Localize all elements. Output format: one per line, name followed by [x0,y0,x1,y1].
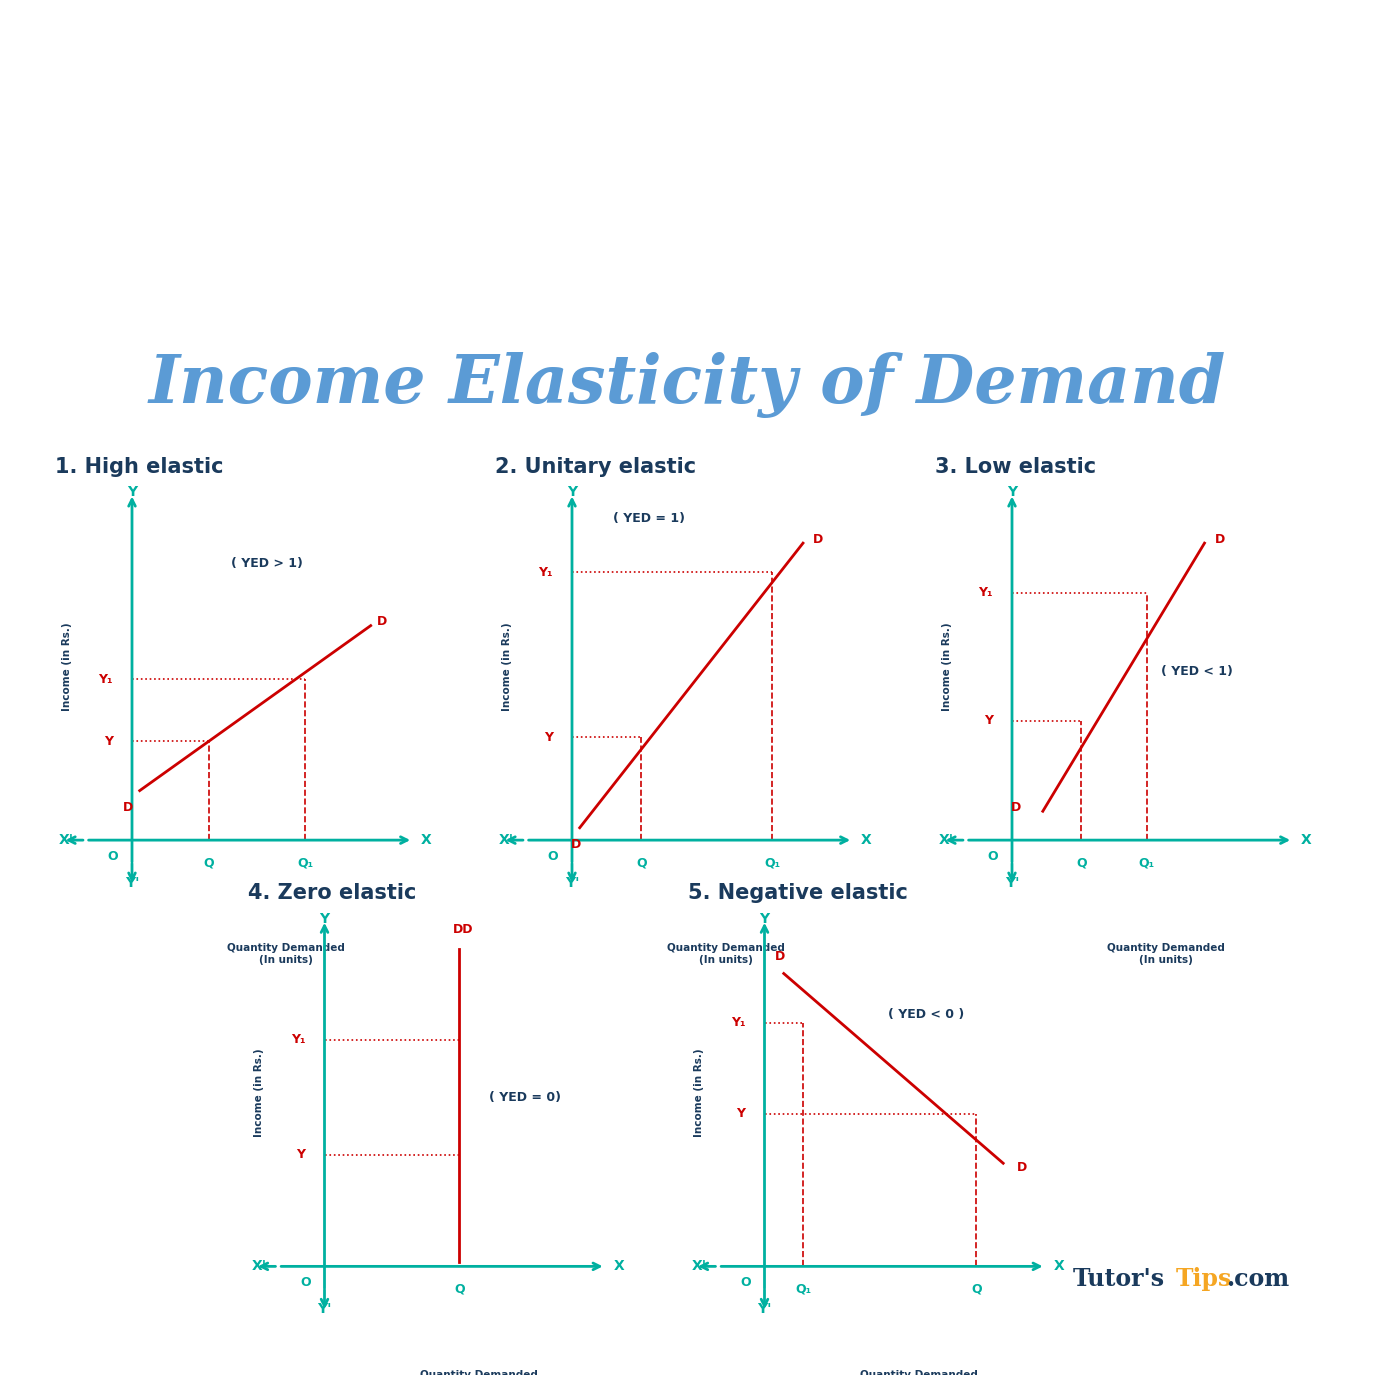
Text: X': X' [252,1260,267,1273]
Text: D: D [813,532,824,546]
Text: Y₁: Y₁ [730,1016,745,1030]
Text: Q: Q [204,857,214,869]
Text: 5. Negative elastic: 5. Negative elastic [688,883,908,903]
Text: X: X [1053,1260,1064,1273]
Text: Q: Q [637,857,646,869]
Text: D: D [571,837,582,851]
Text: Quantity Demanded
(In units): Quantity Demanded (In units) [859,1370,978,1375]
Text: X': X' [939,833,954,847]
Text: Q₁: Q₁ [795,1283,811,1295]
Text: Y: Y [566,485,578,499]
Text: .com: .com [1226,1266,1290,1291]
Text: Y: Y [103,734,113,748]
Text: Y: Y [1006,485,1018,499]
Text: D: D [122,800,133,814]
Text: X': X' [692,1260,707,1273]
Text: X: X [1301,833,1312,847]
Text: X: X [613,1260,624,1273]
Text: 3. Low elastic: 3. Low elastic [935,456,1096,477]
Text: Income (in Rs.): Income (in Rs.) [62,623,72,711]
Text: ( YED > 1): ( YED > 1) [231,557,302,571]
Text: Q: Q [1077,857,1086,869]
Text: ( YED = 0): ( YED = 0) [488,1090,561,1104]
Text: D: D [1018,1160,1027,1174]
Text: 4. Zero elastic: 4. Zero elastic [248,883,415,903]
Text: Quantity Demanded
(In units): Quantity Demanded (In units) [227,943,345,965]
Text: Y: Y [296,1148,305,1162]
Text: X: X [861,833,872,847]
Text: Y': Y' [318,1302,331,1316]
Text: Q: Q [454,1283,465,1295]
Text: O: O [300,1276,311,1290]
Text: Q₁: Q₁ [297,857,314,869]
Text: X': X' [499,833,514,847]
Text: X': X' [59,833,74,847]
Text: X: X [421,833,432,847]
Text: Quantity Demanded
(In units): Quantity Demanded (In units) [419,1370,538,1375]
Text: D: D [377,615,388,628]
Text: Tutor's: Tutor's [1072,1266,1165,1291]
Text: Y₁: Y₁ [98,672,113,686]
Text: Y₁: Y₁ [978,586,993,600]
Text: Y: Y [736,1107,745,1121]
Text: Income (in Rs.): Income (in Rs.) [502,623,512,711]
Text: Y: Y [543,730,553,744]
Text: Y: Y [983,714,993,727]
Text: O: O [107,850,118,864]
Text: Y': Y' [1005,876,1019,890]
Text: Income (in Rs.): Income (in Rs.) [254,1049,264,1137]
Text: Income Elasticity of Demand: Income Elasticity of Demand [148,352,1226,418]
Text: 2. Unitary elastic: 2. Unitary elastic [495,456,696,477]
Text: Y: Y [319,912,330,925]
Text: O: O [987,850,998,864]
Text: D: D [1011,800,1022,814]
Text: DD: DD [452,924,473,936]
Text: D: D [1214,532,1225,546]
Text: Q₁: Q₁ [765,857,780,869]
Text: Y': Y' [565,876,579,890]
Text: Y': Y' [125,876,139,890]
Text: 1. High elastic: 1. High elastic [55,456,224,477]
Text: Q: Q [971,1283,982,1295]
Text: O: O [740,1276,751,1290]
Text: Quantity Demanded
(In units): Quantity Demanded (In units) [1107,943,1225,965]
Text: ( YED < 1): ( YED < 1) [1160,664,1233,678]
Text: Quantity Demanded
(In units): Quantity Demanded (In units) [667,943,785,965]
Text: ( YED = 1): ( YED = 1) [613,512,685,525]
Text: Y₁: Y₁ [538,565,553,579]
Text: Income (in Rs.): Income (in Rs.) [694,1049,704,1137]
Text: Income (in Rs.): Income (in Rs.) [942,623,952,711]
Text: ( YED < 0 ): ( YED < 0 ) [888,1008,964,1022]
Text: D: D [774,950,785,964]
Text: Y₁: Y₁ [290,1033,305,1046]
Text: O: O [547,850,558,864]
Text: Q₁: Q₁ [1138,857,1155,869]
Text: Y: Y [759,912,770,925]
Text: Tips: Tips [1176,1266,1232,1291]
Text: Y': Y' [758,1302,771,1316]
Text: Y: Y [126,485,138,499]
